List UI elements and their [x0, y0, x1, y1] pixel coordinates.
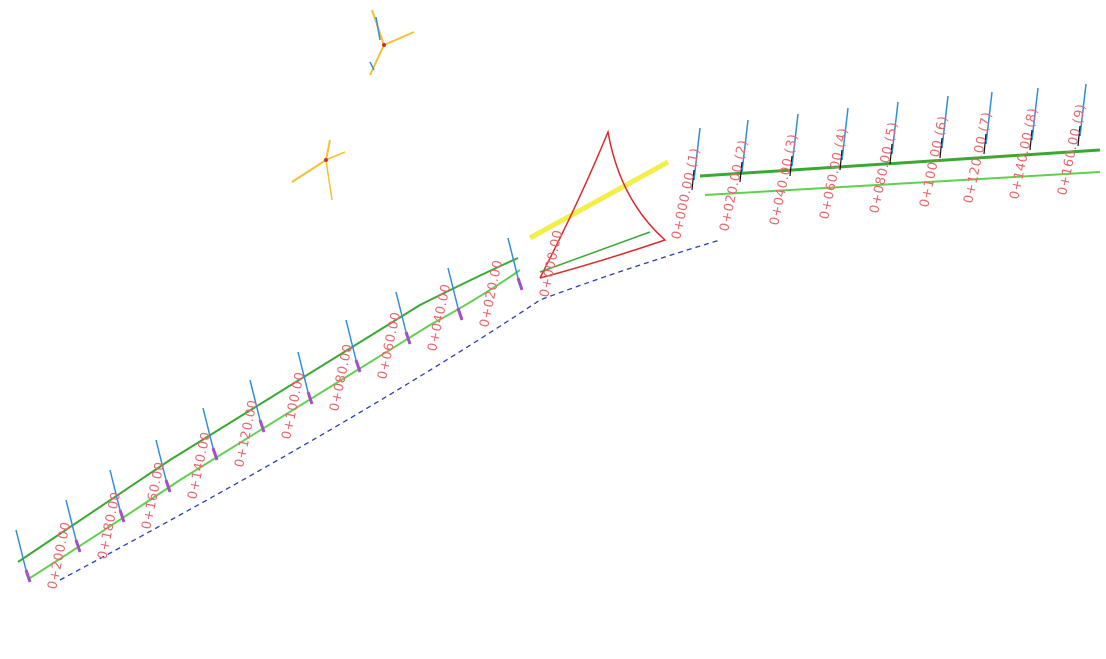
section-annotation	[739, 161, 743, 183]
section-tick	[791, 113, 799, 167]
station-label: 0+020.00 (2)	[717, 139, 751, 233]
north-arrow-icon	[291, 139, 346, 201]
section-tick	[985, 91, 993, 145]
section-tick	[447, 267, 459, 309]
station-label: 0+040.00 (3)	[767, 133, 801, 227]
section-annotation	[983, 133, 987, 155]
station-label: 0+000.00 (1)	[669, 147, 703, 241]
station-label: 0+060.00 (4)	[817, 127, 851, 221]
left-station-labels: 0+000.000+020.000+040.000+060.000+080.00…	[45, 229, 566, 591]
station-label: 0+160.00	[139, 461, 168, 531]
corridor-edge-outer	[17, 257, 519, 563]
section-marker	[516, 277, 524, 291]
section-annotation	[789, 155, 793, 177]
section-tick	[941, 95, 949, 149]
section-marker	[118, 509, 126, 523]
section-annotation	[1077, 125, 1081, 147]
section-tick	[1031, 87, 1039, 141]
section-annotation	[939, 137, 943, 159]
section-tick	[395, 291, 407, 333]
section-tick	[249, 379, 261, 421]
station-label: 0+080.00 (5)	[867, 121, 901, 215]
right-section-ticks	[691, 83, 1087, 191]
station-label: 0+200.00	[45, 521, 74, 591]
section-annotation	[691, 169, 695, 191]
junction-red-curve	[539, 129, 667, 279]
section-annotation	[839, 149, 843, 171]
section-tick	[202, 407, 214, 449]
section-marker	[211, 447, 219, 461]
station-label: 0+080.00	[327, 343, 356, 413]
section-marker	[456, 307, 464, 321]
section-marker	[24, 569, 32, 583]
section-marker	[164, 479, 172, 493]
section-tick	[155, 439, 167, 481]
section-tick	[1079, 83, 1087, 137]
section-annotation	[1029, 129, 1033, 151]
station-label: 0+060.00	[375, 311, 404, 381]
left-section-ticks	[15, 237, 524, 583]
section-tick	[693, 127, 701, 181]
station-label: 0+020.00	[477, 259, 506, 329]
section-annotation	[889, 143, 893, 165]
section-tick	[15, 529, 27, 571]
station-label: 0+120.00	[232, 399, 261, 469]
section-tick	[345, 319, 357, 361]
north-arrow-icon	[369, 9, 415, 76]
section-tick	[65, 499, 77, 541]
station-label: 0+040.00	[425, 283, 454, 353]
station-label: 0+100.00	[279, 371, 308, 441]
section-tick	[507, 237, 519, 279]
right-corridor-bottom	[704, 171, 1101, 196]
section-marker	[404, 331, 412, 345]
right-station-labels: 0+000.00 (1) 0+020.00 (2) 0+040.00 (3) 0+06…	[669, 103, 1089, 241]
junction-highlight	[528, 159, 670, 241]
section-marker	[258, 419, 266, 433]
corridor-edge-inner	[29, 269, 521, 579]
section-tick	[297, 351, 309, 393]
station-label: 0+140.00	[185, 431, 214, 501]
section-marker	[306, 391, 314, 405]
right-corridor-top	[699, 148, 1101, 178]
section-tick	[841, 107, 849, 161]
section-tick	[109, 469, 121, 511]
station-label: 0+180.00	[95, 491, 124, 561]
section-marker	[74, 539, 82, 553]
section-tick	[741, 119, 749, 173]
section-tick	[891, 101, 899, 155]
section-marker	[354, 359, 362, 373]
baseline-dashed	[59, 239, 721, 581]
